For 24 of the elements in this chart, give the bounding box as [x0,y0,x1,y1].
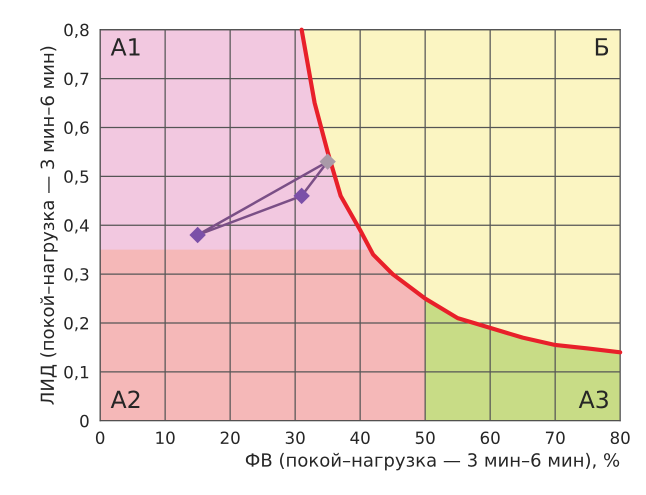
y-tick-label: 0 [80,414,89,428]
x-tick-label: 40 [350,431,370,444]
annotation: А3 [578,390,608,408]
x-tick-label: 50 [416,431,435,444]
y-tick-label: 0,6 [64,121,89,136]
x-tick-label: 10 [156,431,175,444]
x-axis-title: ФВ (покой–нагрузка — 3 мин–6 мин), % [246,452,620,470]
x-tick-label: 60 [480,431,500,444]
y-tick-label: 0,4 [64,219,89,234]
x-tick-label: 0 [96,431,104,444]
y-tick-label: 0,3 [64,268,88,282]
x-tick-label: 30 [286,431,305,444]
annotation: А2 [110,390,140,408]
annotation: А1 [110,38,140,56]
y-tick-label: 0,5 [64,170,88,185]
x-tick-label: 70 [546,431,565,444]
y-axis-title: ЛИД (покой–нагрузка — 3 мин–6 мин) [40,46,58,404]
y-tick-label: 0,1 [64,366,88,380]
x-tick-label: 80 [610,431,630,444]
x-tick-label: 20 [220,431,240,444]
annotation: Б [596,38,608,56]
y-tick-label: 0,8 [64,24,89,38]
y-tick-label: 0,7 [64,72,88,87]
y-tick-label: 0,2 [64,316,88,332]
